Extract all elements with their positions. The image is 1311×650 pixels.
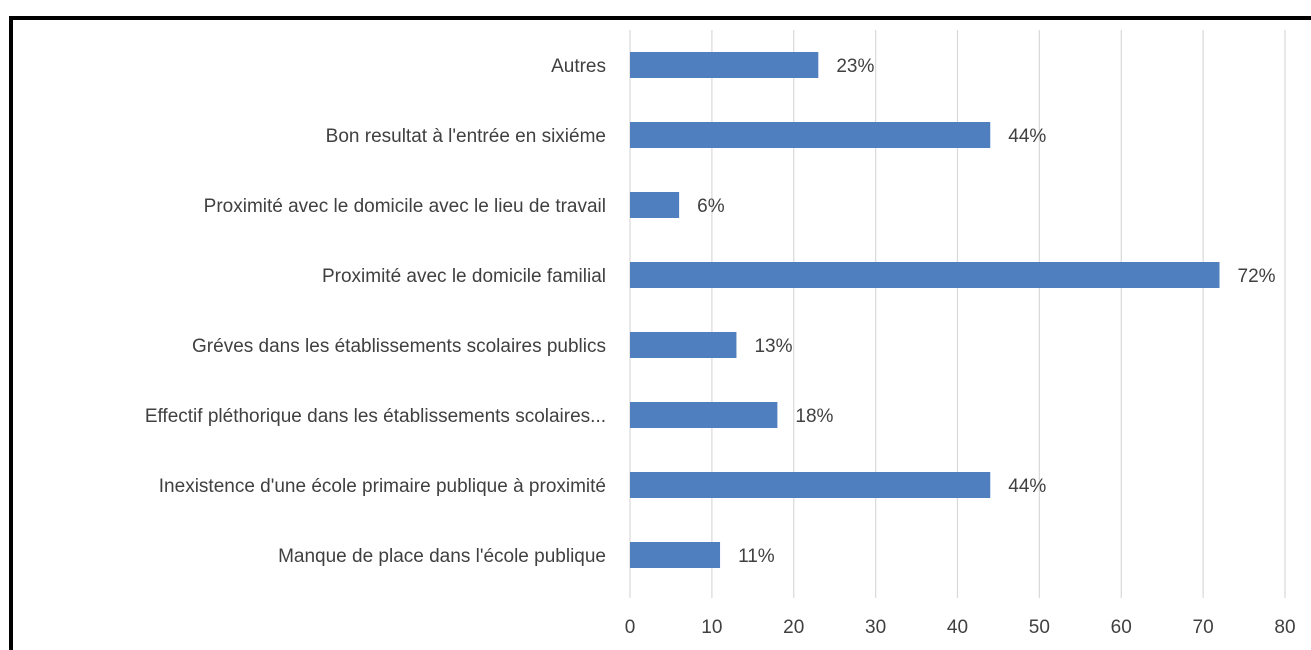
value-label: 44%: [1008, 126, 1046, 147]
y-tick-label: Inexistence d'une école primaire publiqu…: [159, 476, 606, 497]
bar: [630, 262, 1220, 288]
value-label: 18%: [795, 406, 833, 427]
y-tick-label: Proximité avec le domicile avec le lieu …: [204, 196, 606, 217]
x-tick-label: 10: [701, 617, 722, 638]
x-tick-label: 30: [865, 617, 886, 638]
value-label: 11%: [738, 546, 775, 567]
y-tick-label: Autres: [551, 56, 606, 77]
y-tick-label: Bon resultat à l'entrée en sixiéme: [326, 126, 606, 147]
bar: [630, 472, 991, 498]
x-tick-label: 40: [947, 617, 968, 638]
y-tick-label: Proximité avec le domicile familial: [322, 266, 606, 287]
bar: [630, 192, 680, 218]
bar: [630, 52, 819, 78]
x-tick-label: 70: [1193, 617, 1214, 638]
x-tick-label: 60: [1111, 617, 1132, 638]
value-label: 44%: [1008, 476, 1046, 497]
value-label: 13%: [754, 336, 792, 357]
bar: [630, 402, 778, 428]
y-tick-label: Effectif pléthorique dans les établissem…: [145, 406, 606, 427]
value-label: 6%: [697, 196, 725, 217]
bar: [630, 542, 721, 568]
y-tick-label: Gréves dans les établissements scolaires…: [192, 336, 606, 357]
x-tick-label: 80: [1274, 617, 1295, 638]
y-tick-label: Manque de place dans l'école publique: [278, 546, 606, 567]
bar: [630, 122, 991, 148]
x-tick-label: 0: [625, 617, 636, 638]
bar: [630, 332, 737, 358]
x-tick-label: 20: [783, 617, 804, 638]
value-label: 72%: [1238, 266, 1276, 287]
value-label: 23%: [836, 56, 874, 77]
x-tick-label: 50: [1029, 617, 1050, 638]
